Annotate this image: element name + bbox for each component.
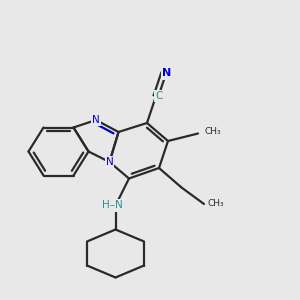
Text: N: N <box>92 115 100 125</box>
Text: N: N <box>162 68 171 79</box>
Text: CH₃: CH₃ <box>207 200 224 208</box>
Text: H–N: H–N <box>102 200 123 211</box>
Text: CH₃: CH₃ <box>204 128 220 136</box>
Text: C: C <box>155 91 163 101</box>
Text: N: N <box>106 157 113 167</box>
